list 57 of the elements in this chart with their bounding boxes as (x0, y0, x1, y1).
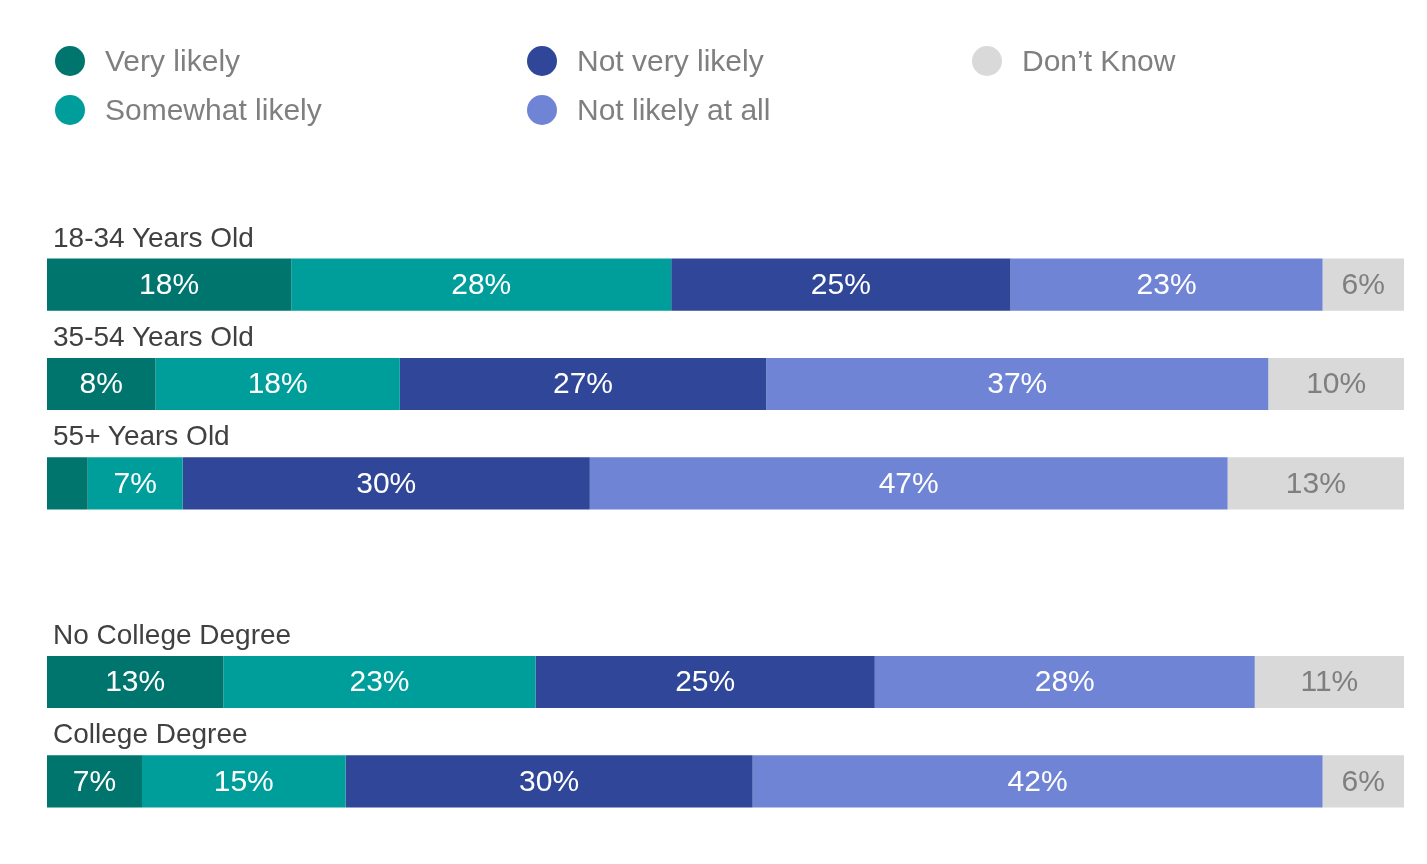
bar (47, 755, 142, 808)
bar (345, 755, 753, 808)
data-label: 23% (1136, 266, 1197, 300)
data-label: 15% (213, 763, 274, 797)
bar (223, 655, 536, 709)
legend-label: Don’t Know (1022, 43, 1176, 77)
y-tick-label: College Degree (53, 718, 248, 750)
y-tick-label: No College Degree (53, 618, 292, 650)
data-label: 8% (79, 366, 123, 400)
bar (1254, 655, 1404, 709)
data-label: 10% (1306, 366, 1367, 400)
bar (1227, 457, 1404, 510)
data-label: 25% (675, 664, 736, 698)
bar (766, 357, 1269, 411)
bar (291, 258, 672, 311)
y-tick-label: 55+ Years Old (53, 420, 230, 452)
data-label: 28% (451, 266, 512, 300)
bar (1268, 357, 1404, 411)
bar (47, 258, 292, 311)
bar (155, 357, 400, 411)
bar (47, 655, 224, 709)
legend-label: Not very likely (577, 43, 764, 77)
bar (87, 457, 183, 510)
data-label: 30% (519, 763, 580, 797)
data-label: 47% (878, 465, 939, 499)
bar (182, 457, 590, 510)
legend-label: Not likely at all (577, 92, 771, 126)
y-tick-label: 18-34 Years Old (53, 221, 254, 253)
legend-label: Somewhat likely (105, 92, 322, 126)
data-label: 23% (349, 664, 410, 698)
y-tick-label: 35-54 Years Old (53, 320, 254, 352)
data-label: 18% (247, 366, 308, 400)
bar (589, 457, 1228, 510)
bar (535, 655, 875, 709)
data-label: 6% (1341, 763, 1385, 797)
data-label: 6% (1341, 266, 1385, 300)
bar (671, 258, 1011, 311)
bar (752, 755, 1323, 808)
legend-label: Very likely (105, 43, 241, 77)
data-label: 18% (139, 266, 200, 300)
bar (874, 655, 1255, 709)
data-label: 25% (810, 266, 871, 300)
bar (1010, 258, 1323, 311)
data-label: 13% (105, 664, 166, 698)
data-label: 28% (1034, 664, 1095, 698)
data-label: 7% (113, 465, 157, 499)
data-label: 42% (1007, 763, 1068, 797)
data-label: 30% (356, 465, 417, 499)
data-label: 7% (72, 763, 117, 797)
data-label: 13% (1285, 465, 1346, 499)
bar (47, 457, 88, 510)
data-label: 37% (987, 366, 1048, 400)
bar (141, 755, 346, 808)
data-label: 11% (1300, 664, 1359, 698)
bar (47, 357, 156, 411)
bar (399, 357, 767, 411)
data-label: 27% (552, 366, 614, 400)
